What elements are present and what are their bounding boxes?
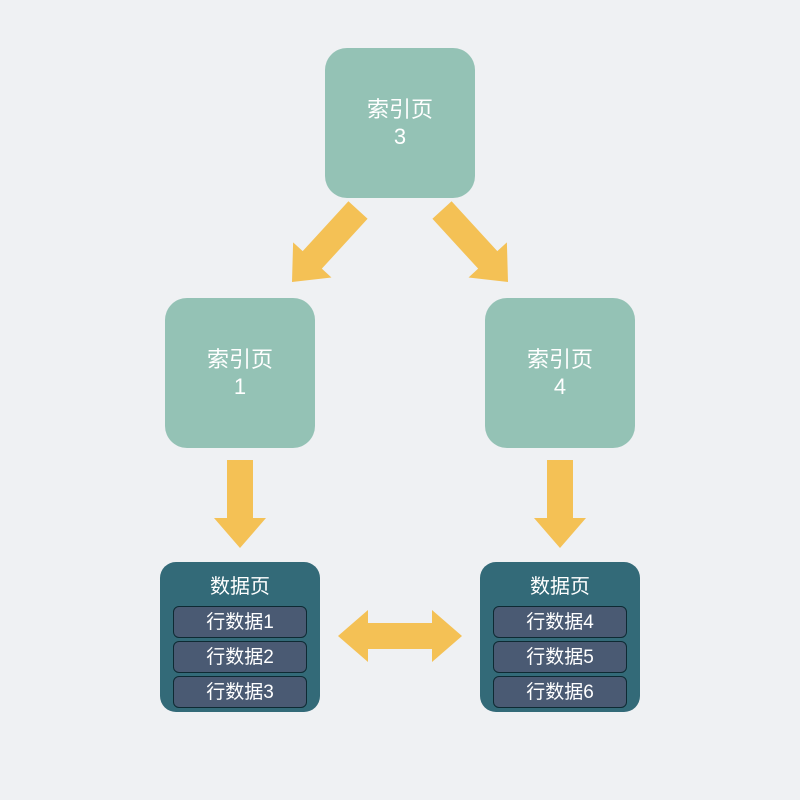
arrow-bidirectional-shape xyxy=(338,610,462,662)
diagram-canvas: 索引页3索引页1索引页4数据页行数据1行数据2行数据3数据页行数据4行数据5行数… xyxy=(0,0,800,800)
arrow-bidirectional xyxy=(0,0,800,800)
